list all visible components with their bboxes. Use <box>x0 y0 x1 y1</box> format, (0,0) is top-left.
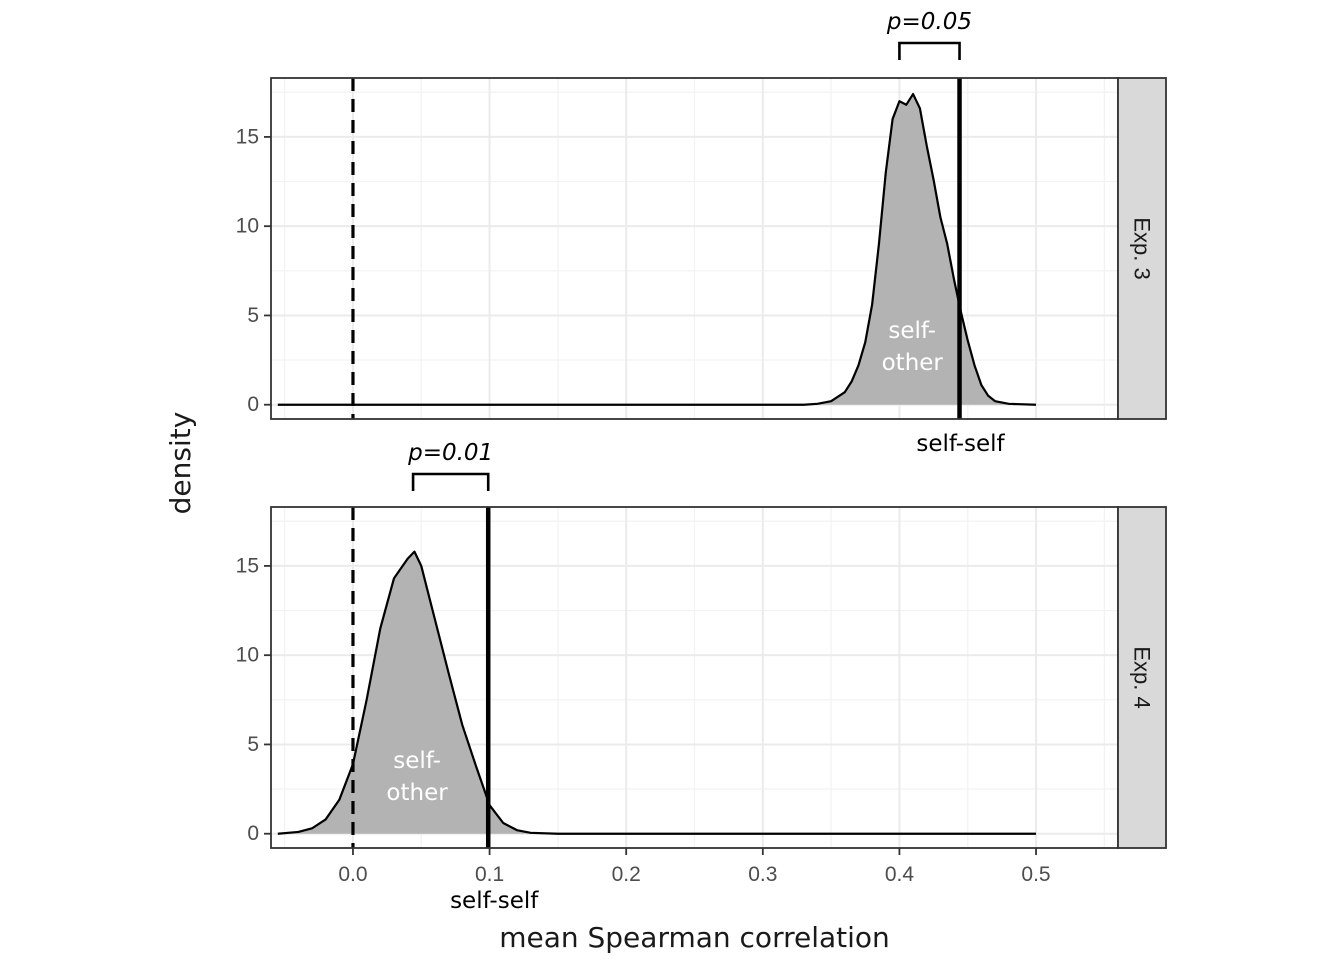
panel1-y-tick-label: 5 <box>247 304 259 327</box>
panel2-density-area <box>277 551 1037 834</box>
panel2-density-line <box>277 550 1037 835</box>
panel1-strip-label: Exp. 3 <box>1130 217 1155 279</box>
panel2-p-bracket <box>411 472 490 491</box>
panel1-p-bracket <box>898 41 961 60</box>
panel2-y-tick-label: 15 <box>236 554 259 577</box>
panel1-density-line <box>277 92 1037 406</box>
panel2-self-self-label: self-self <box>450 888 539 914</box>
x-tick-label: 0.1 <box>475 863 504 886</box>
panel1-distribution-label-line1: self- <box>888 318 936 344</box>
x-tick-label: 0.0 <box>338 863 367 886</box>
panel2-y-tick-label: 5 <box>247 733 259 756</box>
panel2-distribution-label-line1: self- <box>393 748 441 774</box>
panel2-y-tick-label: 10 <box>236 644 259 667</box>
panel1-y-tick-label: 0 <box>247 393 259 416</box>
panel1-y-tick-label: 10 <box>236 215 259 238</box>
panel2-p-value-label: p=0.01 <box>407 440 493 466</box>
panel2-strip-label: Exp. 4 <box>1130 646 1155 708</box>
x-tick-label: 0.2 <box>612 863 641 886</box>
x-tick-label: 0.3 <box>748 863 777 886</box>
panel2-strip <box>1117 506 1167 849</box>
panel1-p-value-label: p=0.05 <box>886 9 972 35</box>
panel1-y-tick-label: 15 <box>236 125 259 148</box>
x-tick-label: 0.5 <box>1021 863 1050 886</box>
x-tick-label: 0.4 <box>885 863 915 886</box>
panel1-self-self-label: self-self <box>916 431 1005 457</box>
panel1-distribution-label-line2: other <box>882 350 944 376</box>
y-axis-title: density <box>164 412 197 515</box>
panel2-distribution-label-line2: other <box>386 780 448 806</box>
x-axis-title: mean Spearman correlation <box>499 921 890 954</box>
panel1-strip <box>1117 77 1167 420</box>
panel2-y-tick-label: 0 <box>247 822 259 845</box>
